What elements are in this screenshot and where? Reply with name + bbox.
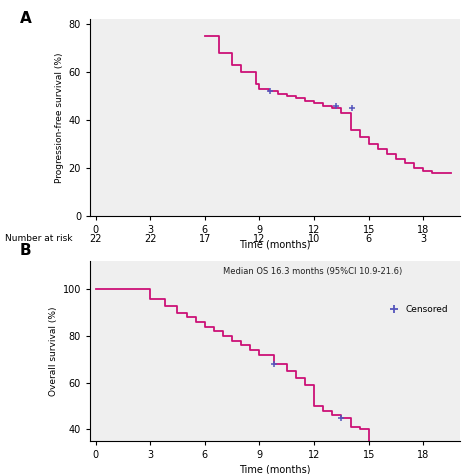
Text: Number at risk: Number at risk bbox=[5, 234, 72, 243]
Text: 17: 17 bbox=[199, 234, 211, 244]
Text: A: A bbox=[20, 11, 32, 26]
Text: 3: 3 bbox=[420, 234, 427, 244]
X-axis label: Time (months): Time (months) bbox=[239, 464, 310, 474]
X-axis label: Time (months): Time (months) bbox=[239, 239, 310, 249]
Text: 22: 22 bbox=[89, 234, 102, 244]
Y-axis label: Progression-free survival (%): Progression-free survival (%) bbox=[55, 53, 64, 183]
Text: 6: 6 bbox=[365, 234, 372, 244]
Text: B: B bbox=[20, 244, 31, 258]
Legend: Censored: Censored bbox=[381, 302, 452, 318]
Text: 12: 12 bbox=[253, 234, 265, 244]
Text: Median OS 16.3 months (95%CI 10.9-21.6): Median OS 16.3 months (95%CI 10.9-21.6) bbox=[223, 267, 402, 276]
Text: 22: 22 bbox=[144, 234, 156, 244]
Text: 10: 10 bbox=[308, 234, 320, 244]
Y-axis label: Overall survival (%): Overall survival (%) bbox=[49, 306, 58, 396]
